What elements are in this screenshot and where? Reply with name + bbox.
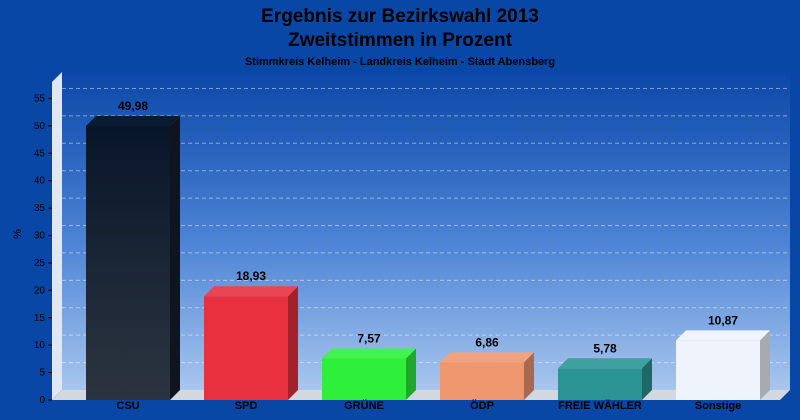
value-label: 18,93 bbox=[236, 269, 266, 283]
bar-side bbox=[642, 358, 652, 400]
category-label: GRÜNE bbox=[344, 399, 384, 412]
bar-front bbox=[86, 125, 170, 400]
category-label: ÖDP bbox=[470, 399, 494, 412]
category-label: FREIE WÄHLER bbox=[558, 399, 642, 412]
y-tick-label: 5 bbox=[39, 368, 45, 379]
category-label: Sonstige bbox=[695, 400, 741, 412]
chart-title: Ergebnis zur Bezirkswahl 2013 bbox=[261, 6, 539, 27]
bars: 49,98 18,93 7,57 6,86 5,78 10,87 bbox=[86, 99, 770, 400]
y-tick-label: 55 bbox=[34, 93, 46, 104]
y-axis: 0 5 10 15 20 25 30 35 40 45 50 55 bbox=[34, 93, 52, 406]
bar-side bbox=[170, 115, 180, 400]
plot-side-wall bbox=[52, 72, 62, 400]
y-tick-label: 15 bbox=[34, 313, 46, 324]
category-label: CSU bbox=[116, 400, 139, 412]
y-tick-label: 30 bbox=[34, 231, 46, 242]
bar-top bbox=[86, 115, 180, 126]
bar-front bbox=[558, 368, 642, 400]
y-tick-label: 50 bbox=[34, 121, 46, 132]
value-label: 6,86 bbox=[475, 335, 499, 349]
bar-top bbox=[322, 348, 416, 359]
bar-front bbox=[322, 358, 406, 400]
bar-top bbox=[204, 286, 298, 297]
bar-side bbox=[760, 330, 770, 400]
bar-grüne bbox=[322, 348, 416, 400]
y-tick-label: 10 bbox=[34, 340, 46, 351]
bar-top bbox=[440, 352, 534, 363]
value-label: 5,78 bbox=[593, 341, 617, 355]
value-label: 10,87 bbox=[708, 313, 738, 327]
bar-side bbox=[288, 286, 298, 400]
bar-top bbox=[676, 330, 770, 341]
value-label: 49,98 bbox=[118, 99, 148, 113]
category-label: SPD bbox=[235, 400, 258, 412]
y-tick-label: 40 bbox=[34, 176, 46, 187]
bar-front bbox=[676, 340, 760, 400]
bar-ödp bbox=[440, 352, 534, 400]
y-tick-label: 35 bbox=[34, 203, 46, 214]
value-label: 7,57 bbox=[357, 331, 381, 345]
chart-caption: Stimmkreis Kelheim - Landkreis Kelheim -… bbox=[245, 56, 555, 68]
bar-front bbox=[204, 296, 288, 400]
bar-side bbox=[524, 352, 534, 400]
bar-front bbox=[440, 362, 524, 400]
bar-csu bbox=[86, 115, 180, 400]
bar-top bbox=[558, 358, 652, 369]
x-axis: CSU SPD GRÜNE ÖDP FREIE WÄHLER Sonstige bbox=[116, 399, 741, 412]
y-axis-label: % bbox=[12, 229, 24, 239]
y-tick-label: 0 bbox=[39, 395, 45, 406]
plot-background bbox=[62, 72, 790, 390]
bar-side bbox=[406, 348, 416, 400]
y-tick-label: 25 bbox=[34, 258, 46, 269]
bar-sonstige bbox=[676, 330, 770, 400]
chart-subtitle: Zweitstimmen in Prozent bbox=[288, 30, 512, 51]
y-tick-label: 20 bbox=[34, 285, 46, 296]
gridlines bbox=[62, 87, 790, 364]
y-tick-label: 45 bbox=[34, 148, 46, 159]
bar-freie-wähler bbox=[558, 358, 652, 400]
bar-spd bbox=[204, 286, 298, 400]
